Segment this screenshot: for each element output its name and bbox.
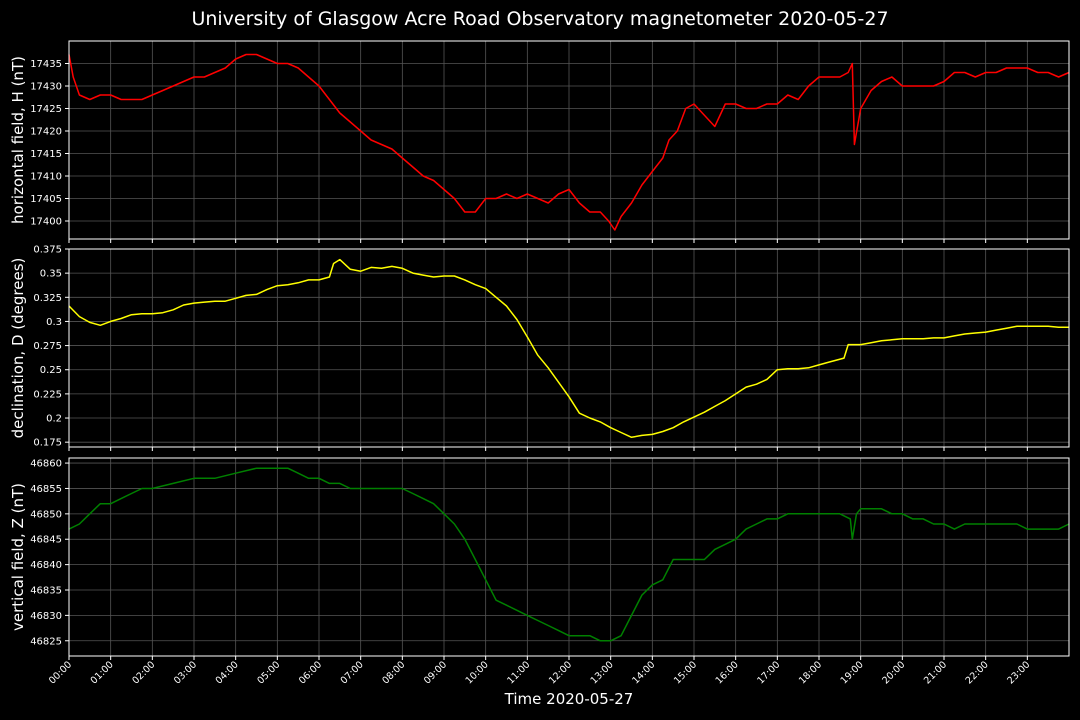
x-tick-label: 06:00: [297, 659, 324, 686]
y-tick-label: 17430: [30, 82, 62, 93]
x-tick-label: 04:00: [214, 659, 241, 686]
chart-title: University of Glasgow Acre Road Observat…: [191, 8, 889, 30]
y-tick-label: 0.275: [33, 341, 62, 352]
y-tick-label: 0.225: [33, 389, 62, 400]
x-tick-label: 02:00: [130, 659, 157, 686]
x-tick-label: 08:00: [380, 659, 407, 686]
y-tick-label: 46860: [30, 459, 62, 470]
x-tick-label: 15:00: [672, 659, 699, 686]
y-tick-label: 0.35: [40, 269, 62, 280]
x-tick-label: 20:00: [880, 659, 907, 686]
x-tick-label: 17:00: [755, 659, 782, 686]
y-tick-label: 0.2: [46, 414, 62, 425]
x-tick-label: 22:00: [964, 659, 991, 686]
y-tick-label: 17400: [30, 217, 62, 228]
y-tick-label: 46840: [30, 560, 62, 571]
series-line-vertical: [68, 467, 1070, 642]
series-line-horizontal: [68, 53, 1070, 231]
y-axis-label: vertical field, Z (nT): [9, 483, 27, 631]
plot-frame: [68, 248, 1070, 448]
y-tick-label: 17415: [30, 149, 62, 160]
y-tick-label: 46845: [30, 535, 62, 546]
x-tick-label: 09:00: [422, 659, 449, 686]
y-tick-label: 17425: [30, 104, 62, 115]
x-tick-label: 19:00: [839, 659, 866, 686]
y-axis-label: horizontal field, H (nT): [9, 56, 27, 224]
series-line-declination: [68, 258, 1069, 439]
x-tick-label: 21:00: [922, 659, 949, 686]
panel-horizontal: 17400 17405 17410 17415 17420 17425 17430 17435…: [9, 40, 1070, 243]
y-tick-label: 0.325: [33, 293, 62, 304]
x-tick-label: 10:00: [464, 659, 491, 686]
x-tick-label: 16:00: [714, 659, 741, 686]
x-tick-label: 11:00: [505, 659, 532, 686]
y-tick-label: 17420: [30, 127, 62, 138]
x-tick-label: 05:00: [255, 659, 282, 686]
x-tick-label: 07:00: [339, 659, 366, 686]
x-tick-label: 00:00: [47, 659, 74, 686]
y-tick-label: 0.3: [46, 317, 62, 328]
x-tick-label: 18:00: [797, 659, 824, 686]
panel-vertical: 46825 46830 46835 46840 46845 46850 46855 46860…: [9, 457, 1070, 660]
x-axis-label: Time 2020-05-27: [504, 690, 634, 708]
y-tick-label: 46855: [30, 484, 62, 495]
x-tick-label: 03:00: [172, 659, 199, 686]
y-tick-label: 17405: [30, 194, 62, 205]
y-tick-label: 17410: [30, 172, 62, 183]
y-tick-label: 17435: [30, 59, 62, 70]
y-tick-label: 46830: [30, 611, 62, 622]
x-tick-label: 01:00: [89, 659, 116, 686]
x-tick-label: 14:00: [630, 659, 657, 686]
plot-frame: [68, 40, 1070, 240]
y-tick-label: 46825: [30, 636, 62, 647]
x-tick-label: 23:00: [1005, 659, 1032, 686]
y-tick-label: 0.175: [33, 438, 62, 449]
y-tick-label: 0.375: [33, 245, 62, 256]
x-tick-label: 12:00: [547, 659, 574, 686]
y-tick-label: 46850: [30, 509, 62, 520]
y-tick-label: 0.25: [40, 365, 62, 376]
y-tick-label: 46835: [30, 586, 62, 597]
y-axis-label: declination, D (degrees): [9, 258, 27, 439]
x-tick-label: 13:00: [589, 659, 616, 686]
panel-declination: 0.175 0.2 0.225 0.25 0.275 0.3 0.325 0.35 0.375 d…: [9, 245, 1070, 451]
x-axis: 00:00 01:00 02:00 03:00 04:00 05:00 06:00 07:00…: [47, 659, 1032, 686]
plot-frame: [68, 457, 1070, 657]
